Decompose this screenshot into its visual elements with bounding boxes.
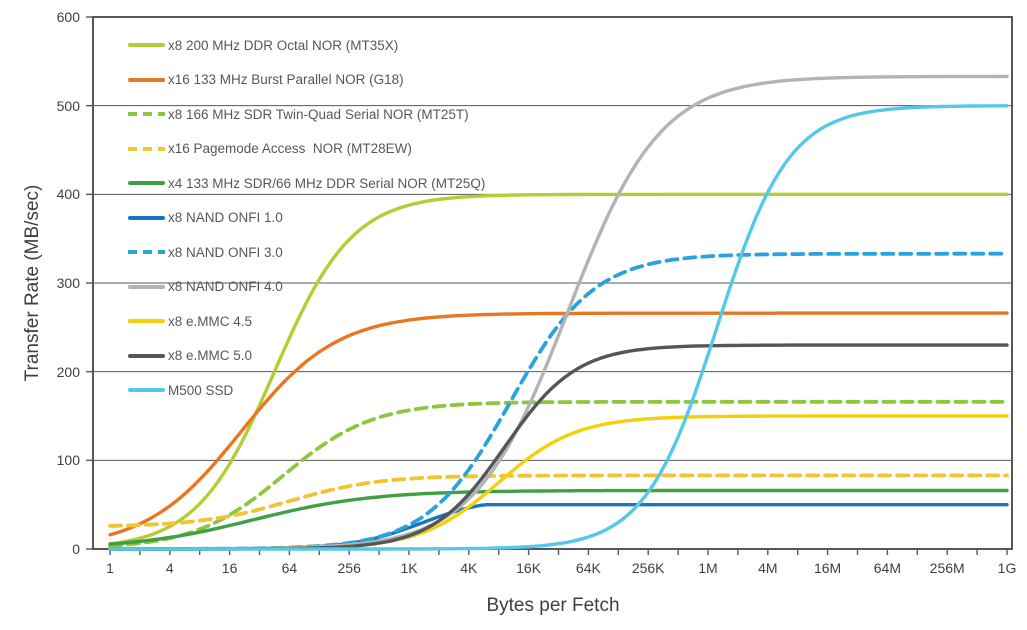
y-tick-label: 100: [56, 452, 80, 469]
x-tick-label: 1K: [400, 560, 418, 576]
x-tick-label: 256K: [631, 560, 665, 576]
y-tick-label: 500: [56, 97, 80, 114]
series-line-5: [108, 488, 1009, 546]
y-tick-label: 0: [72, 541, 80, 557]
x-tick-label: 64: [281, 560, 298, 576]
x-tick-label: 256: [337, 560, 361, 576]
y-tick-label: 300: [56, 275, 80, 291]
series-line-1: [108, 192, 1009, 546]
x-tick-label: 16: [221, 560, 238, 576]
series-line-10: [108, 343, 1009, 551]
y-tick-label: 200: [56, 363, 80, 380]
series-line-2: [108, 311, 1009, 537]
x-tick-label: 4: [165, 560, 174, 576]
x-tick-label: 16M: [813, 560, 842, 576]
x-axis-title: Bytes per Fetch: [486, 595, 620, 616]
x-tick-label: 256M: [929, 560, 965, 576]
y-axis-title: Transfer Rate (MB/sec): [22, 184, 43, 382]
x-tick-label: 64M: [873, 560, 901, 576]
x-tick-label: 16K: [516, 560, 542, 576]
series-line-11: [108, 104, 1009, 551]
x-tick-label: 64K: [575, 560, 601, 576]
x-tick-label: 1G: [997, 560, 1017, 576]
x-tick-label: 4K: [460, 560, 478, 576]
y-tick-label: 400: [56, 186, 80, 203]
x-tick-label: 1: [106, 560, 114, 576]
series-line-4: [108, 473, 1009, 528]
y-tick-label: 600: [56, 9, 80, 25]
x-tick-label: 4M: [758, 560, 778, 576]
series-line-3: [108, 399, 1009, 548]
x-tick-label: 1M: [698, 560, 718, 576]
